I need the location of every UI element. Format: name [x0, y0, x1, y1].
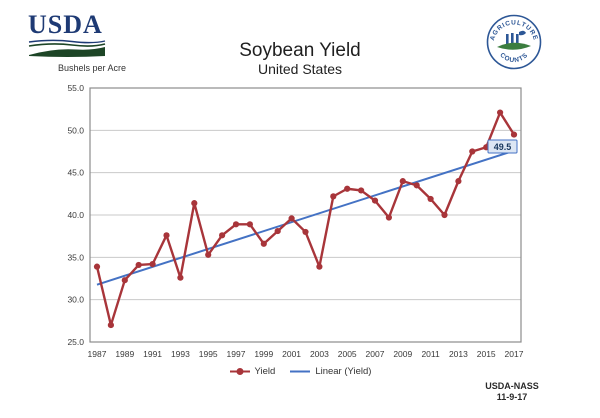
svg-text:50.0: 50.0: [67, 125, 84, 135]
svg-text:2003: 2003: [310, 349, 329, 359]
legend-item-yield: Yield: [229, 366, 276, 377]
svg-text:40.0: 40.0: [67, 210, 84, 220]
svg-text:49.5: 49.5: [494, 142, 512, 152]
chart-legend: Yield Linear (Yield): [0, 366, 600, 377]
svg-text:1995: 1995: [199, 349, 218, 359]
legend-label-linear: Linear (Yield): [315, 366, 372, 377]
svg-text:30.0: 30.0: [67, 295, 84, 305]
svg-text:2005: 2005: [338, 349, 357, 359]
svg-text:1991: 1991: [143, 349, 162, 359]
svg-text:2015: 2015: [477, 349, 496, 359]
usda-logo: USDA: [28, 12, 108, 57]
legend-label-yield: Yield: [254, 366, 276, 377]
title-block: Soybean Yield United States: [0, 40, 600, 77]
svg-text:25.0: 25.0: [67, 337, 84, 347]
usda-logo-text: USDA: [28, 10, 103, 39]
nass-logo-building-icon: [497, 30, 531, 50]
svg-text:1997: 1997: [227, 349, 246, 359]
linear-trend-icon: [290, 370, 311, 373]
svg-text:1999: 1999: [254, 349, 273, 359]
page-title: Soybean Yield: [239, 40, 361, 61]
yield-chart: 25.0 30.0 35.0 40.0 45.0 50.0 55.0 1987 1989 1991…: [67, 83, 524, 359]
usda-swoosh-icon: [28, 39, 106, 57]
svg-text:2009: 2009: [393, 349, 412, 359]
page-subtitle: United States: [257, 61, 343, 77]
svg-text:35.0: 35.0: [67, 252, 84, 262]
legend-item-linear: Linear (Yield): [289, 366, 371, 377]
svg-text:45.0: 45.0: [67, 168, 84, 178]
footer-date: 11-9-17: [496, 392, 528, 402]
footer-source: USDA-NASS 11-9-17: [452, 381, 572, 403]
y-axis-title: Bushels per Acre: [58, 63, 127, 73]
svg-text:1993: 1993: [171, 349, 190, 359]
footer-agency: USDA-NASS: [485, 381, 539, 391]
svg-text:2007: 2007: [366, 349, 385, 359]
svg-text:2013: 2013: [449, 349, 468, 359]
svg-text:2001: 2001: [282, 349, 301, 359]
nass-agriculture-counts-logo: AGRICULTURE COUNTS: [486, 14, 542, 70]
yield-series-icon: [229, 368, 250, 375]
svg-text:2011: 2011: [421, 349, 440, 359]
svg-text:1987: 1987: [88, 349, 107, 359]
svg-text:1989: 1989: [115, 349, 134, 359]
svg-text:2017: 2017: [505, 349, 524, 359]
svg-text:55.0: 55.0: [67, 83, 84, 93]
